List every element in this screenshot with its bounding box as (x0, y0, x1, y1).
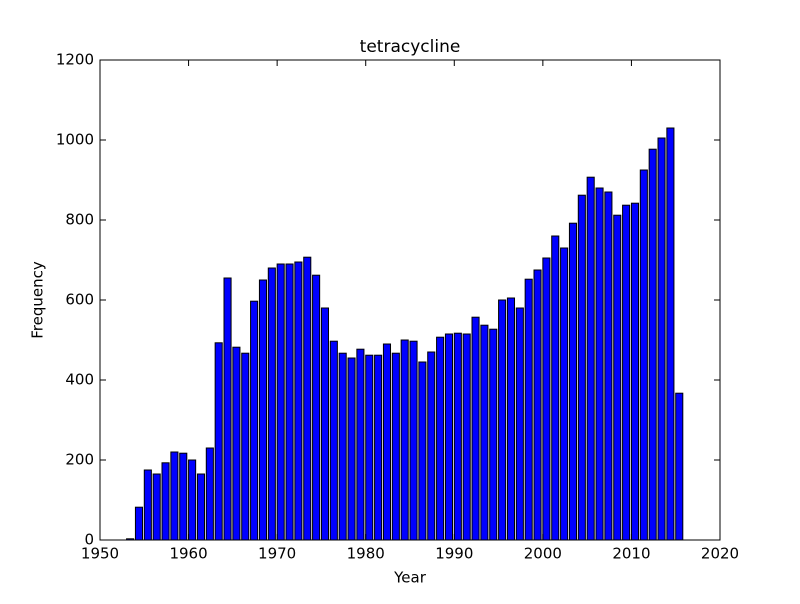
bar (152, 473, 161, 541)
bar (586, 176, 595, 541)
x-tick-label: 1990 (435, 545, 473, 563)
bar (489, 328, 498, 541)
x-tick-label: 2020 (701, 545, 739, 563)
bar (533, 269, 542, 541)
bar (312, 274, 321, 541)
bar (471, 316, 480, 541)
bar (285, 263, 294, 541)
bar (170, 451, 179, 541)
x-tick-label: 1960 (169, 545, 207, 563)
bar (622, 204, 631, 541)
y-tick-label: 800 (65, 211, 94, 229)
bar (276, 263, 285, 541)
bar (188, 459, 197, 541)
bar (196, 473, 206, 541)
bar (400, 339, 409, 541)
bar (143, 469, 152, 541)
bar (568, 222, 578, 541)
bar (250, 300, 259, 541)
bar (648, 148, 657, 541)
bar (418, 361, 427, 541)
y-tick-label: 400 (65, 371, 94, 389)
bar (577, 194, 586, 541)
bar (462, 333, 471, 541)
bar (134, 506, 144, 541)
bar (560, 247, 569, 541)
y-tick-label: 1000 (56, 131, 94, 149)
bar (524, 278, 533, 541)
bar (205, 447, 214, 541)
bar (294, 261, 303, 541)
bar (604, 191, 613, 541)
bar (444, 333, 454, 541)
bar (320, 307, 330, 541)
bar (551, 235, 560, 541)
bar (498, 299, 507, 541)
bar (613, 214, 622, 541)
bar (179, 452, 188, 541)
bar (515, 307, 524, 541)
bar (542, 257, 551, 541)
bar (161, 462, 170, 541)
bar (267, 267, 276, 541)
bar (409, 340, 418, 541)
x-tick-label: 2000 (524, 545, 562, 563)
y-axis-label: Frequency (29, 261, 47, 339)
bar (639, 169, 648, 541)
bar (356, 348, 365, 541)
x-tick-label: 2010 (612, 545, 650, 563)
bar (374, 354, 383, 541)
bar (241, 352, 250, 541)
x-tick-label: 1970 (258, 545, 296, 563)
bar (427, 351, 436, 541)
bar (338, 352, 347, 541)
bar (223, 277, 232, 541)
bar (666, 127, 675, 541)
bar (595, 187, 604, 541)
x-tick-label: 1950 (81, 545, 119, 563)
bar (675, 392, 684, 541)
bar (506, 297, 516, 541)
bar (382, 343, 392, 541)
bar (436, 336, 445, 541)
bar (303, 256, 312, 541)
bar (347, 357, 356, 541)
y-tick-label: 200 (65, 451, 94, 469)
x-tick-label: 1980 (347, 545, 385, 563)
bar (232, 346, 241, 541)
bar (391, 352, 400, 541)
bar (657, 137, 666, 541)
chart-title: tetracycline (360, 37, 461, 57)
bar (258, 279, 268, 541)
y-tick-label: 600 (65, 291, 94, 309)
bar (453, 332, 462, 541)
bar (480, 324, 489, 541)
bar (630, 202, 640, 541)
x-axis-label: Year (393, 569, 427, 587)
bar (329, 340, 338, 541)
bar (214, 342, 223, 541)
y-tick-label: 1200 (56, 51, 94, 69)
bar (365, 354, 374, 541)
y-tick-label: 0 (84, 531, 94, 549)
